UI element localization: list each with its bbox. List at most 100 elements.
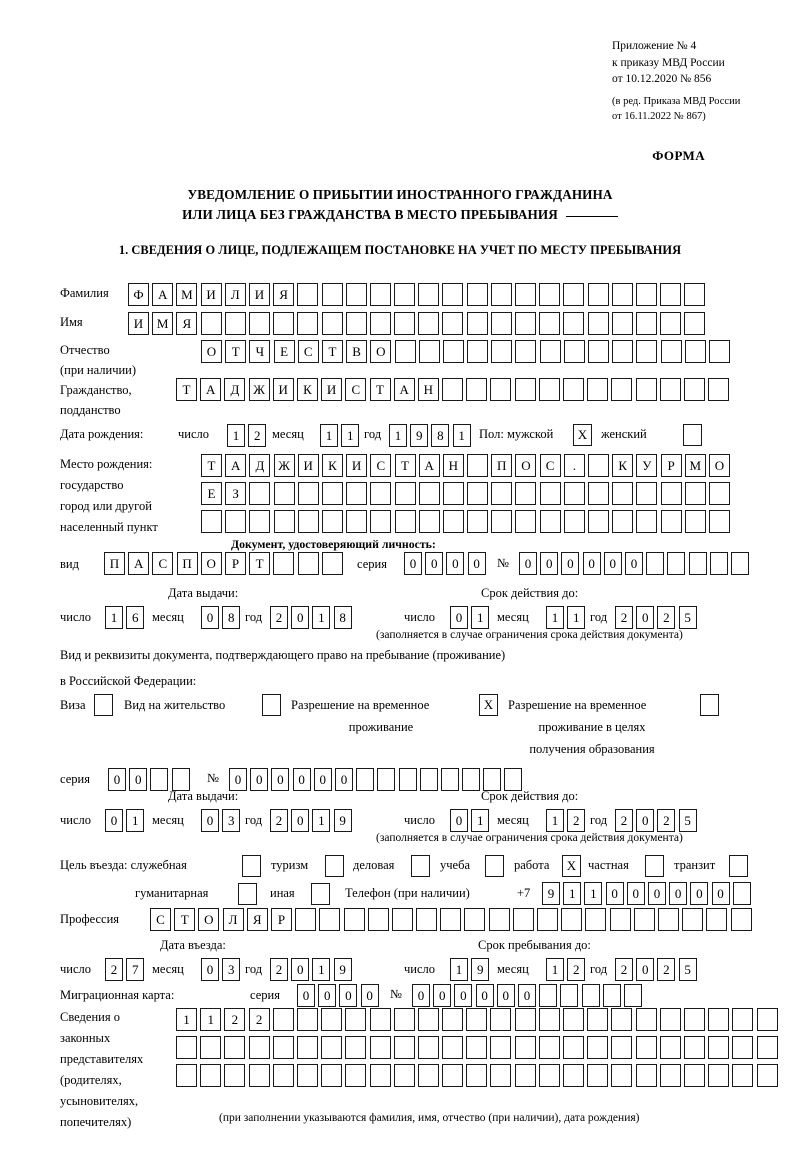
- char-box[interactable]: Л: [224, 283, 246, 306]
- char-box[interactable]: [442, 482, 464, 505]
- char-box[interactable]: [706, 908, 728, 931]
- char-box[interactable]: З: [225, 482, 247, 505]
- char-box[interactable]: [732, 882, 751, 905]
- char-box[interactable]: [417, 1064, 439, 1087]
- char-box[interactable]: [756, 1064, 778, 1087]
- char-box[interactable]: 2: [248, 1008, 270, 1031]
- char-box[interactable]: 1: [546, 809, 564, 832]
- char-box[interactable]: 0: [292, 768, 311, 791]
- char-box[interactable]: [490, 1008, 512, 1031]
- char-box[interactable]: 0: [690, 882, 709, 905]
- char-box[interactable]: М: [176, 283, 198, 306]
- char-box[interactable]: 9: [410, 424, 429, 447]
- char-box[interactable]: [539, 283, 561, 306]
- char-box[interactable]: [367, 908, 389, 931]
- char-box[interactable]: У: [636, 454, 658, 477]
- char-box[interactable]: 0: [450, 606, 468, 629]
- char-box[interactable]: 0: [540, 552, 559, 575]
- char-box[interactable]: [200, 1036, 222, 1059]
- char-box[interactable]: [442, 340, 464, 363]
- char-box[interactable]: 5: [678, 606, 697, 629]
- char-box[interactable]: [684, 510, 706, 533]
- char-box[interactable]: [609, 908, 631, 931]
- char-box[interactable]: 2: [224, 1008, 246, 1031]
- char-box[interactable]: [440, 908, 462, 931]
- char-box[interactable]: [224, 312, 246, 335]
- char-box[interactable]: П: [176, 552, 198, 575]
- char-box[interactable]: Д: [249, 454, 271, 477]
- char-box[interactable]: 0: [467, 552, 486, 575]
- char-box[interactable]: Т: [201, 454, 222, 477]
- char-box[interactable]: 3: [222, 958, 241, 981]
- checkbox-visa[interactable]: [94, 694, 113, 716]
- char-box[interactable]: Ф: [128, 283, 149, 306]
- char-box[interactable]: [585, 908, 607, 931]
- char-box[interactable]: [490, 312, 512, 335]
- checkbox-purpose-other[interactable]: [311, 883, 330, 905]
- char-box[interactable]: [490, 283, 512, 306]
- char-box[interactable]: 1: [200, 1008, 222, 1031]
- char-box[interactable]: [491, 510, 513, 533]
- char-box[interactable]: 7: [126, 958, 145, 981]
- char-box[interactable]: [537, 908, 558, 931]
- char-box[interactable]: Я: [176, 312, 198, 335]
- char-box[interactable]: [514, 378, 536, 401]
- char-box[interactable]: [345, 312, 367, 335]
- char-box[interactable]: 0: [425, 552, 444, 575]
- char-box[interactable]: Т: [394, 454, 416, 477]
- char-box[interactable]: 0: [446, 552, 465, 575]
- char-box[interactable]: 0: [605, 882, 624, 905]
- char-box[interactable]: 0: [291, 809, 310, 832]
- char-box[interactable]: [539, 482, 561, 505]
- char-box[interactable]: О: [200, 552, 222, 575]
- char-box[interactable]: [176, 1064, 197, 1087]
- char-box[interactable]: [659, 1036, 681, 1059]
- char-box[interactable]: 0: [519, 552, 537, 575]
- char-box[interactable]: [684, 283, 706, 306]
- char-box[interactable]: П: [491, 454, 513, 477]
- char-box[interactable]: 0: [108, 768, 126, 791]
- char-box[interactable]: [612, 482, 634, 505]
- char-box[interactable]: [611, 378, 633, 401]
- char-box[interactable]: 0: [271, 768, 290, 791]
- char-box[interactable]: [491, 340, 513, 363]
- char-box[interactable]: [296, 1036, 318, 1059]
- char-box[interactable]: [321, 552, 343, 575]
- char-box[interactable]: [490, 1064, 512, 1087]
- char-box[interactable]: [417, 1036, 439, 1059]
- char-box[interactable]: [623, 984, 642, 1007]
- char-box[interactable]: [587, 312, 609, 335]
- char-box[interactable]: [249, 482, 271, 505]
- char-box[interactable]: [488, 908, 510, 931]
- char-box[interactable]: Р: [660, 454, 682, 477]
- char-box[interactable]: С: [297, 340, 319, 363]
- char-box[interactable]: [297, 552, 319, 575]
- char-box[interactable]: 0: [450, 809, 468, 832]
- char-box[interactable]: [464, 908, 486, 931]
- char-box[interactable]: [296, 1064, 318, 1087]
- checkbox-temp-residence-edu[interactable]: [700, 694, 719, 716]
- char-box[interactable]: [515, 312, 536, 335]
- char-box[interactable]: [394, 312, 416, 335]
- char-box[interactable]: [296, 1008, 318, 1031]
- char-box[interactable]: [272, 1008, 294, 1031]
- char-box[interactable]: 0: [318, 984, 337, 1007]
- char-box[interactable]: 1: [471, 809, 490, 832]
- char-box[interactable]: А: [200, 378, 222, 401]
- char-box[interactable]: [657, 908, 679, 931]
- char-box[interactable]: 1: [389, 424, 407, 447]
- char-box[interactable]: О: [201, 340, 222, 363]
- char-box[interactable]: [321, 482, 343, 505]
- char-box[interactable]: [297, 312, 319, 335]
